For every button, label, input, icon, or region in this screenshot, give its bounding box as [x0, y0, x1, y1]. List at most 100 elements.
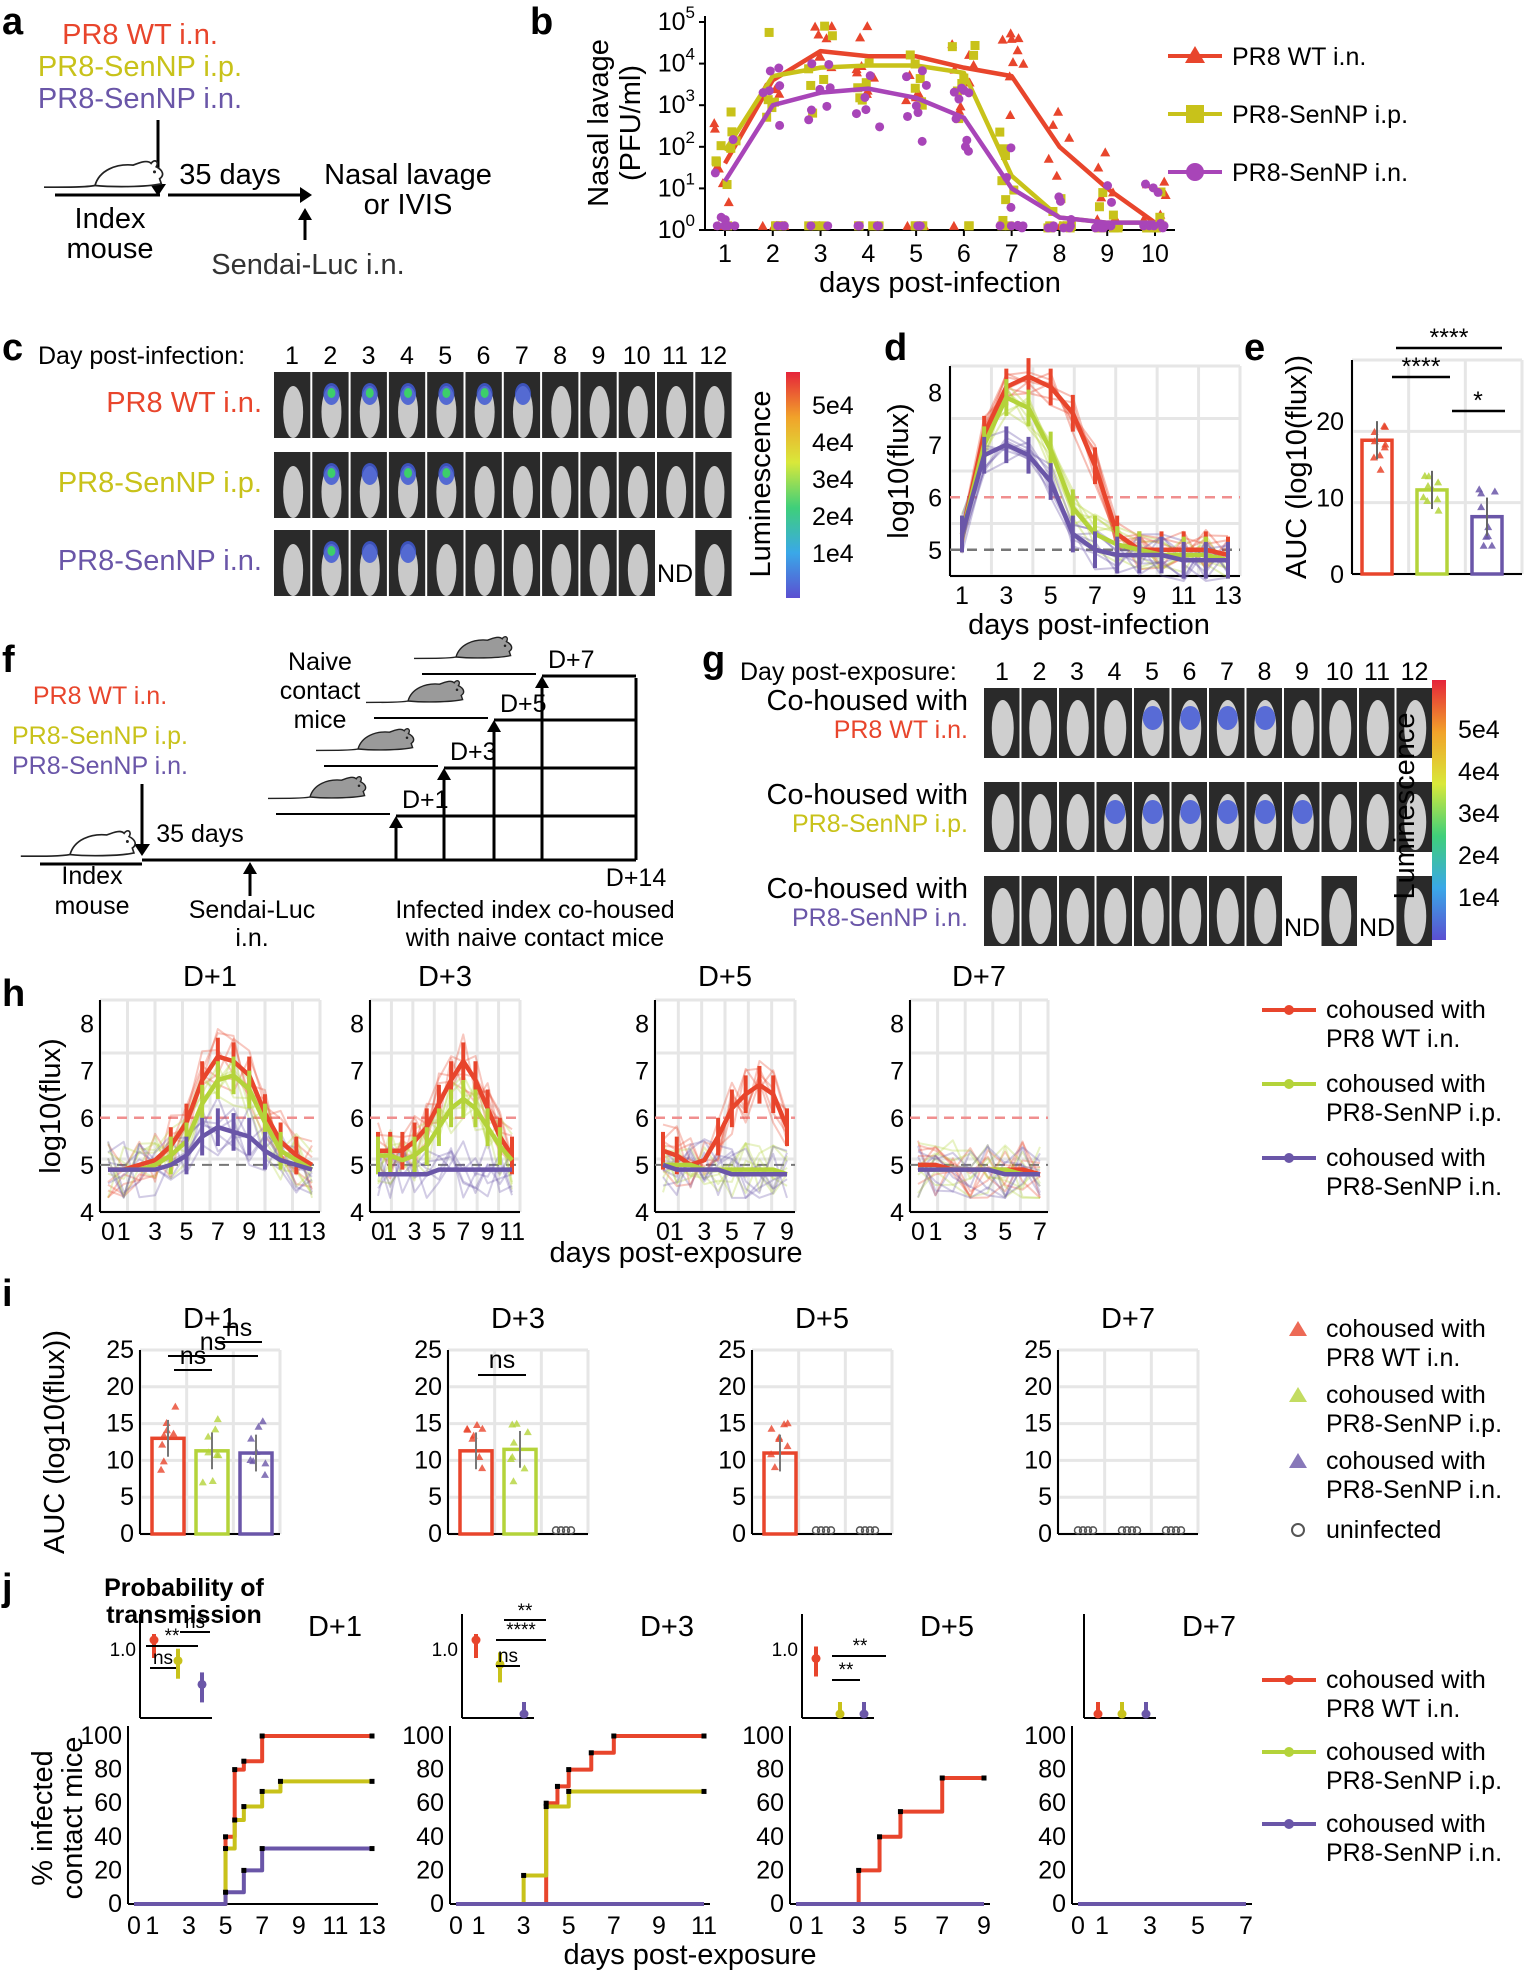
- j-xtick: 7: [607, 1912, 621, 1940]
- e-point: [1419, 493, 1428, 501]
- b-point-wt: [1051, 170, 1062, 180]
- f-step-label: D+7: [548, 646, 595, 674]
- b-point-ip: [1001, 195, 1011, 205]
- g-day-label: 2: [1033, 658, 1047, 686]
- i-point: [463, 1424, 472, 1432]
- b-point-wt: [1100, 147, 1111, 157]
- i-uninfected-point: [561, 1526, 571, 1535]
- mouse-body: [68, 830, 136, 857]
- b-point-ip: [999, 144, 1009, 154]
- f-index-label: Index mouse: [54, 862, 129, 920]
- c-mouse-shape: [627, 386, 648, 438]
- c-signal-core: [365, 388, 374, 398]
- j-ytick: 40: [94, 1823, 122, 1851]
- g-mouse-shape: [1329, 888, 1352, 944]
- e-ytick: 0: [1330, 561, 1344, 589]
- b-point-in: [1006, 143, 1016, 153]
- i-legend-marker-uninfected: [1291, 1523, 1305, 1537]
- h-title: D+3: [418, 961, 472, 993]
- a-index-mouse: [43, 160, 164, 189]
- c-day-label: 9: [591, 342, 605, 370]
- h-ytick: 4: [350, 1199, 364, 1227]
- h-xtick: 7: [456, 1218, 470, 1246]
- h-xtick: 9: [242, 1218, 256, 1246]
- g-day-label: 1: [995, 658, 1009, 686]
- h-xtick: 5: [180, 1218, 194, 1246]
- mouse-tail: [414, 656, 457, 660]
- h-xtick: 7: [1033, 1218, 1047, 1246]
- a-group-wt: PR8 WT i.n.: [62, 19, 218, 51]
- e-point: [1423, 496, 1432, 504]
- f-index-mouse: [20, 830, 136, 858]
- e-point: [1420, 471, 1429, 479]
- e-point: [1487, 541, 1496, 549]
- h-ytick: 5: [350, 1152, 364, 1180]
- i-ytick: 0: [1038, 1520, 1052, 1548]
- g-header: Day post-exposure:: [740, 658, 957, 686]
- j-xtick: 9: [292, 1912, 306, 1940]
- c-mouse-shape: [704, 544, 725, 596]
- g-day-label: 9: [1295, 658, 1309, 686]
- j-ytick: 0: [108, 1890, 122, 1918]
- h-xtick: 9: [780, 1218, 794, 1246]
- g-mouse-shape: [1329, 700, 1352, 756]
- j-ylabel: % infectedcontact mice: [27, 1737, 89, 1900]
- g-cbar-tick: 1e4: [1458, 884, 1500, 912]
- b-point-in: [949, 87, 959, 97]
- e-point: [1433, 495, 1442, 503]
- f-step-arrow-head: [535, 676, 549, 688]
- b-point-ip: [827, 31, 837, 41]
- b-point-in: [806, 221, 816, 231]
- g-mouse-shape: [1366, 700, 1389, 756]
- g-cbar-label: Luminescence: [1389, 713, 1421, 900]
- h-xtick: 5: [432, 1218, 446, 1246]
- b-ylabel-line: (PFU/ml): [615, 65, 647, 181]
- b-point-wt: [1018, 58, 1029, 68]
- j-step-marker: [259, 1788, 265, 1794]
- b-point-ip: [763, 95, 773, 105]
- mouse-body: [309, 776, 367, 799]
- i-uninfected-point: [1083, 1526, 1093, 1535]
- i-ytick: 10: [106, 1446, 134, 1474]
- b-point-ip: [855, 93, 865, 103]
- b-point-in: [824, 59, 834, 69]
- b-ytick-label: 105: [658, 3, 695, 36]
- j-step-marker: [543, 1800, 549, 1806]
- h-xtick: 0: [101, 1218, 115, 1246]
- j-xtick: 1: [1095, 1912, 1109, 1940]
- j-step-marker: [223, 1834, 229, 1840]
- g-day-label: 8: [1258, 658, 1272, 686]
- c-mouse-shape: [666, 466, 687, 518]
- h-individual-line: [662, 1144, 788, 1184]
- j-ytick: 100: [742, 1722, 784, 1750]
- h-xtick: 3: [697, 1218, 711, 1246]
- j-xtick: 9: [977, 1912, 991, 1940]
- i-legend-label-line: PR8 WT i.n.: [1326, 1344, 1460, 1372]
- h-ytick: 8: [80, 1011, 94, 1039]
- i-uninfected-point: [1078, 1526, 1088, 1535]
- b-point-ip: [819, 74, 829, 84]
- j-xtick: 0: [789, 1912, 803, 1940]
- b-point-wt: [1005, 109, 1016, 119]
- b-legend-label: PR8-SenNP i.p.: [1232, 101, 1408, 129]
- b-point-in: [873, 221, 883, 231]
- a-index-label: Index mouse: [66, 203, 153, 265]
- b-legend-label: PR8-SenNP i.n.: [1232, 159, 1408, 187]
- d-xlabel: days post-infection: [968, 609, 1210, 641]
- i-uninfected-point: [816, 1526, 826, 1535]
- g-row-prefix: Co-housed with: [767, 685, 969, 717]
- i-point: [157, 1465, 166, 1473]
- h-mean-line-0: [108, 1054, 314, 1172]
- h-ytick: 4: [635, 1199, 649, 1227]
- b-point-ip: [910, 83, 920, 93]
- mouse-tail: [366, 700, 409, 704]
- j-legend-label: cohoused with PR8-SenNP i.n.: [1326, 1810, 1502, 1867]
- j-legend-marker: [1284, 1675, 1294, 1685]
- b-ytick-exp: 2: [686, 128, 695, 147]
- d-xtick: 13: [1214, 582, 1242, 610]
- h-mean-line-1: [378, 1096, 514, 1163]
- j-legend-label: cohoused with PR8 WT i.n.: [1326, 1666, 1486, 1723]
- b-point-in: [1103, 181, 1113, 191]
- b-ytick-exp: 5: [686, 3, 695, 22]
- b-point-wt: [855, 32, 866, 42]
